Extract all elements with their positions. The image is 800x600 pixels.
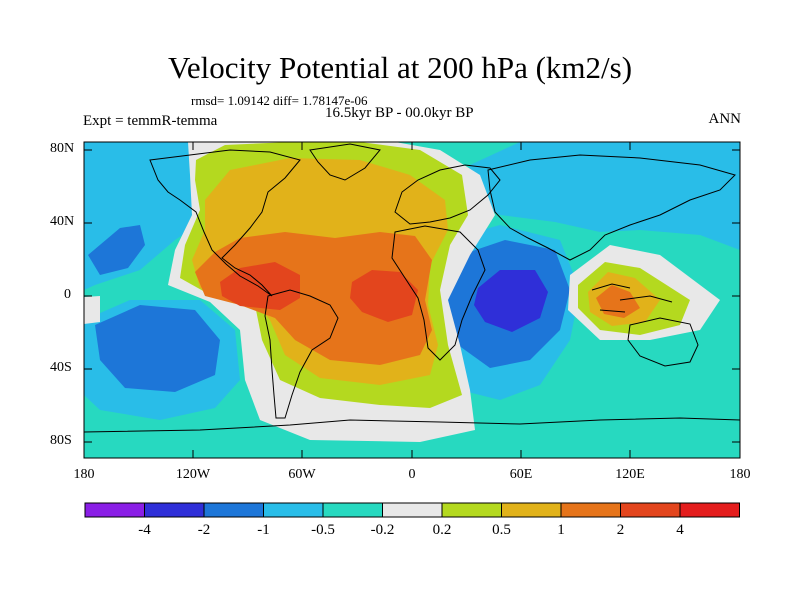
lon-label-120w: 120W — [175, 467, 211, 482]
coast-south-america — [264, 289, 339, 419]
colorbar-swatch — [84, 502, 145, 518]
colorbar-swatch — [203, 502, 264, 518]
lon-label-60w: 60W — [288, 467, 316, 482]
colorbar-level-label: -0.5 — [311, 522, 335, 538]
period-text: 16.5kyr BP - 00.0kyr BP — [325, 105, 474, 121]
contour-neg2-indian — [474, 270, 548, 332]
colorbar-swatch — [620, 502, 681, 518]
colorbar-level-label: -4 — [138, 522, 151, 538]
lat-label-80s: 80S — [50, 433, 72, 448]
colorbar-swatch — [263, 502, 324, 518]
contour-pos2-east — [350, 270, 418, 322]
coast-africa — [391, 225, 486, 361]
colorbar-level-label: 4 — [676, 522, 684, 538]
coastlines — [84, 143, 740, 433]
lat-label-40n: 40N — [50, 214, 75, 229]
colorbar — [84, 502, 740, 518]
colorbar-swatch — [679, 502, 740, 518]
colorbar-swatch — [560, 502, 621, 518]
colorbar-level-label: -0.2 — [370, 522, 395, 538]
colorbar-swatch — [441, 502, 502, 518]
colorbar-swatch — [322, 502, 383, 518]
contour-fill — [84, 142, 740, 458]
lon-label-120e: 120E — [615, 467, 645, 482]
lon-label-180e: 180 — [729, 467, 751, 482]
lon-tick-marks — [83, 142, 741, 458]
lon-label-60e: 60E — [509, 467, 533, 482]
contour-zero-west — [84, 296, 100, 324]
lon-label-180w: 180 — [73, 467, 95, 482]
coast-maritime-continent — [591, 283, 673, 313]
map-title: Velocity Potential at 200 hPa (km2/s) — [167, 50, 633, 85]
contour-neg05-ne — [460, 142, 740, 250]
lat-label-40s: 40S — [50, 360, 72, 375]
contour-pos1-atlantic — [195, 232, 432, 365]
lat-label-80n: 80N — [50, 141, 75, 156]
lat-label-0: 0 — [64, 287, 71, 302]
colorbar-swatch — [501, 502, 562, 518]
colorbar-level-label: 2 — [616, 522, 625, 538]
colorbar-level-label: 0.2 — [432, 522, 452, 538]
lat-tick-marks — [84, 149, 740, 443]
contour-pos2-west — [220, 262, 300, 310]
colorbar-level-label: -2 — [197, 522, 211, 538]
coast-europe — [394, 164, 501, 225]
contour-neg1-spac — [95, 305, 220, 392]
coast-north-america — [149, 149, 301, 297]
experiment-label: Expt = temmR-temma — [83, 113, 218, 129]
contour-neg1-npac — [88, 225, 145, 275]
coast-antarctica — [84, 417, 740, 433]
contour-pos1-maritime — [596, 285, 640, 318]
colorbar-swatch — [382, 502, 443, 518]
coast-australia — [627, 317, 699, 367]
colorbar-level-label: 1 — [557, 522, 565, 538]
coast-asia — [487, 154, 736, 261]
season-label: ANN — [708, 111, 742, 127]
stats-text: rmsd= 1.09142 diff= 1.78147e-06 — [191, 93, 368, 108]
colorbar-level-label: -1 — [257, 522, 270, 538]
coast-greenland — [309, 143, 381, 181]
lon-label-0: 0 — [408, 467, 416, 482]
colorbar-swatch — [144, 502, 205, 518]
colorbar-level-label: 0.5 — [492, 522, 511, 538]
